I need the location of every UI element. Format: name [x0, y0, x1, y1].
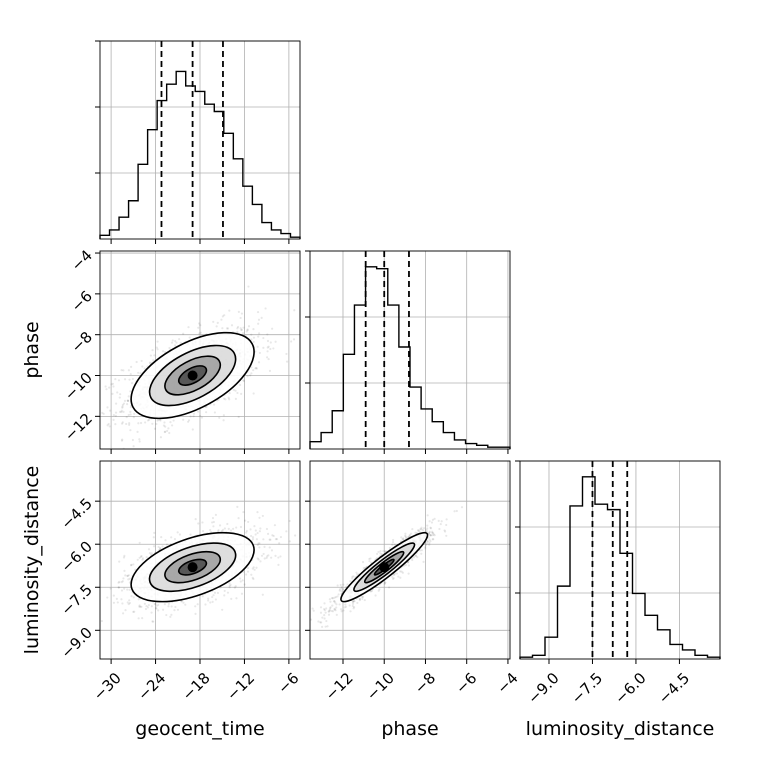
- x-tick-label: −8: [411, 669, 439, 697]
- hist-panel-luminosity_distance: [515, 460, 721, 664]
- x-tick-label: −24: [134, 669, 169, 704]
- x-tick-label: −4.5: [655, 669, 693, 707]
- panel-content: [310, 506, 464, 628]
- hist-panel-geocent_time: [95, 40, 301, 244]
- density-peak: [187, 370, 198, 381]
- x-tick-label: −9.0: [524, 669, 562, 707]
- x-tick-label: −10: [363, 669, 398, 704]
- histogram-phase: [309, 266, 511, 449]
- x-tick-label: −18: [179, 669, 214, 704]
- x-tick-label: −7.5: [568, 669, 606, 707]
- y-tick-label: −4.5: [58, 494, 96, 532]
- x-tick-label: −12: [223, 669, 258, 704]
- x-axis-label-luminosity_distance: luminosity_distance: [526, 718, 715, 740]
- axes-frame: [309, 460, 511, 660]
- x-tick-label: −6: [452, 669, 480, 697]
- histogram-geocent_time: [99, 70, 301, 239]
- panel-content: [100, 505, 297, 623]
- y-tick-label: −8: [68, 328, 96, 356]
- x-axis-label-geocent_time: geocent_time: [135, 718, 264, 740]
- y-axis-label-phase: phase: [21, 321, 43, 378]
- y-tick-label: −12: [61, 410, 96, 445]
- hist-panel-phase: [305, 250, 511, 454]
- axes-frame: [519, 460, 721, 660]
- x-tick-label: −6.0: [611, 669, 649, 707]
- scatter-panel-phase-vs-geocent_time: [95, 250, 301, 454]
- scatter-panel-luminosity_distance-vs-geocent_time: [95, 460, 301, 664]
- x-tick-label: −6: [274, 669, 302, 697]
- y-axis-label-luminosity_distance: luminosity_distance: [21, 466, 43, 655]
- histogram-luminosity_distance: [519, 476, 721, 659]
- axes-frame: [309, 250, 511, 450]
- y-tick-label: −7.5: [58, 581, 96, 619]
- y-tick-label: −6: [68, 287, 96, 315]
- x-tick-label: −30: [90, 669, 125, 704]
- density-peak: [187, 562, 198, 573]
- y-tick-label: −10: [61, 369, 96, 404]
- density-peak: [379, 562, 390, 573]
- x-tick-label: −4: [493, 669, 521, 697]
- panel-content: [100, 285, 300, 449]
- x-tick-label: −12: [322, 669, 357, 704]
- scatter-panel-luminosity_distance-vs-phase: [305, 460, 511, 664]
- x-axis-label-phase: phase: [381, 718, 438, 740]
- y-tick-label: −6.0: [58, 537, 96, 575]
- y-tick-label: −9.0: [58, 624, 96, 662]
- y-tick-label: −4: [68, 246, 96, 274]
